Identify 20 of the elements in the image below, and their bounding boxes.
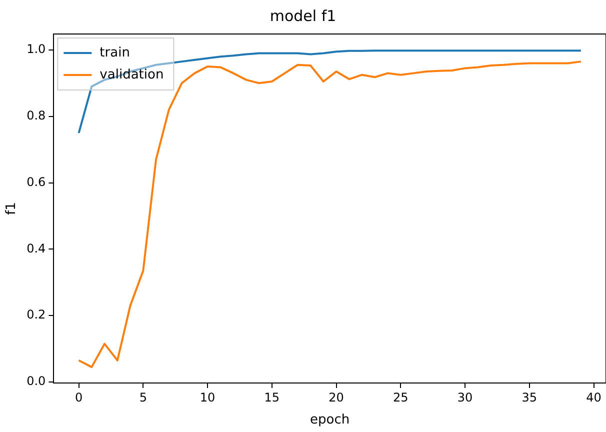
x-tick-label: 25 bbox=[393, 390, 408, 404]
x-tick-label: 0 bbox=[74, 390, 83, 404]
y-tick-label: 0.4 bbox=[26, 241, 46, 256]
y-tick-label: 0.8 bbox=[26, 108, 46, 122]
y-tick-label: 0.2 bbox=[26, 308, 46, 322]
y-tick-label: 0.0 bbox=[26, 374, 46, 388]
x-axis-title: epoch bbox=[310, 412, 350, 428]
x-tick-label: 35 bbox=[522, 390, 538, 404]
x-tick-label: 10 bbox=[200, 390, 216, 404]
chart-title: model f1 bbox=[270, 6, 336, 25]
x-tick-label: 30 bbox=[457, 390, 473, 404]
x-tick-label: 5 bbox=[139, 390, 147, 404]
y-tick-label: 0.6 bbox=[26, 174, 46, 189]
x-tick-label: 20 bbox=[328, 390, 344, 404]
legend-label: validation bbox=[100, 67, 164, 82]
x-tick-label: 40 bbox=[586, 390, 602, 404]
legend-label: train bbox=[100, 45, 130, 60]
y-axis-title: f1 bbox=[4, 202, 20, 215]
x-tick-label: 15 bbox=[264, 390, 280, 404]
y-tick-label: 1.0 bbox=[26, 42, 46, 56]
